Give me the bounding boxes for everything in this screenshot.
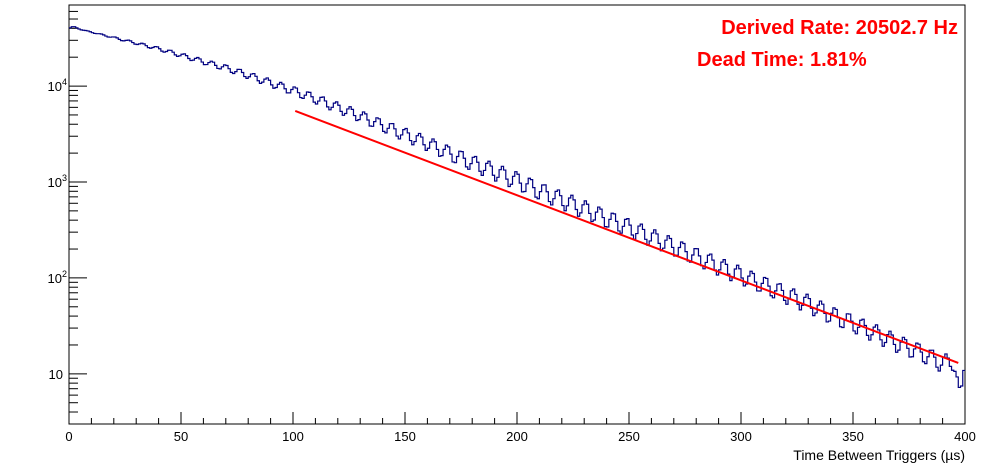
y-axis: 10 102 103 104 xyxy=(48,4,87,425)
x-tick-label: 100 xyxy=(282,429,304,444)
x-tick-label: 200 xyxy=(506,429,528,444)
fit-line xyxy=(294,110,959,364)
x-tick-label: 300 xyxy=(730,429,752,444)
x-tick-label: 0 xyxy=(65,429,72,444)
x-tick-label: 250 xyxy=(618,429,640,444)
x-tick-label: 400 xyxy=(954,429,976,444)
derived-rate-annotation: Derived Rate: 20502.7 Hz xyxy=(721,17,958,39)
plot-area xyxy=(69,26,965,389)
x-axis-label: Time Between Triggers (µs) xyxy=(793,447,965,463)
y-tick-label: 104 xyxy=(48,77,67,94)
x-tick-label: 50 xyxy=(174,429,188,444)
y-tick-label: 102 xyxy=(48,269,67,286)
dead-time-annotation: Dead Time: 1.81% xyxy=(697,49,867,71)
x-tick-label: 150 xyxy=(394,429,416,444)
y-tick-label: 10 xyxy=(49,367,63,382)
histogram-series xyxy=(69,26,965,389)
x-tick-label: 350 xyxy=(842,429,864,444)
x-axis: 0 50 100 150 200 250 300 350 400 xyxy=(65,412,976,444)
y-tick-label: 103 xyxy=(48,173,67,190)
